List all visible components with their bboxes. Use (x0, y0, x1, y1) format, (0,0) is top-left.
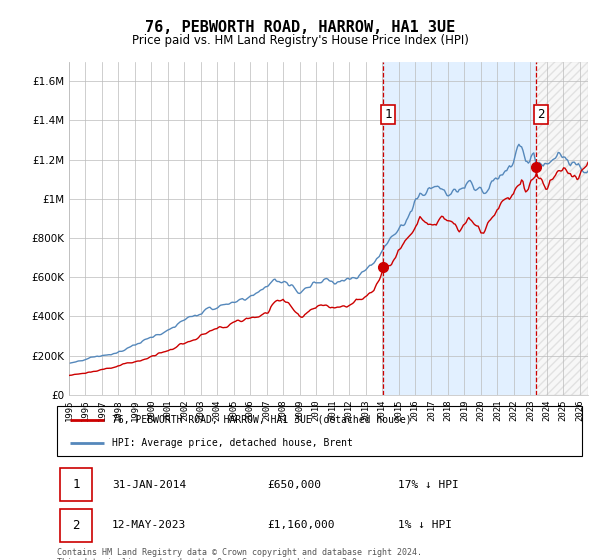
Text: 12-MAY-2023: 12-MAY-2023 (112, 520, 187, 530)
Text: 76, PEBWORTH ROAD, HARROW, HA1 3UE (detached house): 76, PEBWORTH ROAD, HARROW, HA1 3UE (deta… (112, 414, 412, 424)
Text: £1,160,000: £1,160,000 (267, 520, 335, 530)
Text: 1: 1 (72, 478, 80, 491)
Text: 2: 2 (538, 108, 545, 121)
Text: 76, PEBWORTH ROAD, HARROW, HA1 3UE: 76, PEBWORTH ROAD, HARROW, HA1 3UE (145, 20, 455, 35)
Text: £650,000: £650,000 (267, 480, 321, 490)
Bar (383, 62, 536, 395)
Text: HPI: Average price, detached house, Brent: HPI: Average price, detached house, Bren… (112, 438, 353, 448)
Text: 17% ↓ HPI: 17% ↓ HPI (398, 480, 459, 490)
Text: 2: 2 (72, 519, 80, 532)
Bar (536, 62, 588, 395)
Text: 1: 1 (385, 108, 392, 121)
Text: 1% ↓ HPI: 1% ↓ HPI (398, 520, 452, 530)
Text: Price paid vs. HM Land Registry's House Price Index (HPI): Price paid vs. HM Land Registry's House … (131, 34, 469, 46)
Text: Contains HM Land Registry data © Crown copyright and database right 2024.
This d: Contains HM Land Registry data © Crown c… (57, 548, 422, 560)
Text: 31-JAN-2014: 31-JAN-2014 (112, 480, 187, 490)
